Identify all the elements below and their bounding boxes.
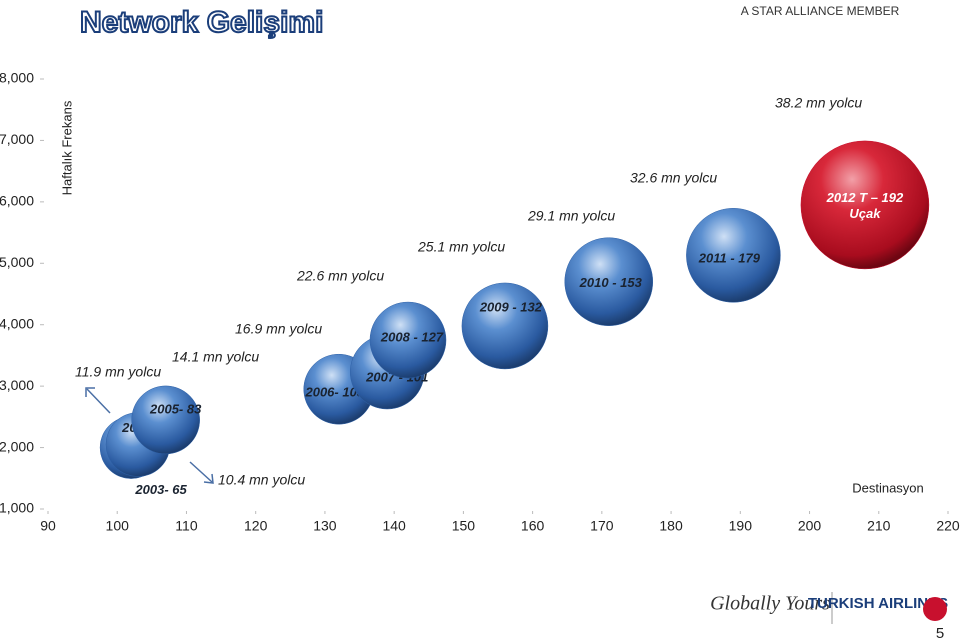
bubble-label: 2008 - 127 bbox=[380, 330, 444, 345]
bubble bbox=[564, 237, 654, 326]
y-tick-label: 2,000 bbox=[0, 438, 34, 454]
bubble-label: 2012 T – 192 Uçak bbox=[826, 190, 904, 221]
annotation: 32.6 mn yolcu bbox=[630, 170, 717, 186]
annotation: 10.4 mn yolcu bbox=[218, 472, 305, 488]
y-tick-label: 4,000 bbox=[0, 315, 34, 331]
bubble-label: 2005- 83 bbox=[149, 401, 202, 416]
alliance: A STAR ALLIANCE MEMBER bbox=[741, 4, 900, 18]
brand-logo bbox=[923, 597, 947, 621]
x-tick-label: 150 bbox=[452, 518, 476, 534]
x-tick-label: 110 bbox=[175, 518, 198, 534]
annotation: 38.2 mn yolcu bbox=[775, 95, 862, 111]
bubble bbox=[800, 140, 930, 270]
bubble-label: 2010 - 153 bbox=[579, 275, 643, 290]
bubble bbox=[461, 282, 549, 370]
arrows bbox=[85, 387, 214, 484]
x-tick-label: 120 bbox=[244, 518, 268, 534]
page-number: 5 bbox=[936, 625, 944, 640]
y-tick-label: 8,000 bbox=[0, 70, 34, 86]
x-tick-label: 90 bbox=[40, 518, 56, 534]
y-tick-label: 5,000 bbox=[0, 254, 34, 270]
bubble bbox=[131, 385, 200, 455]
x-tick-label: 160 bbox=[521, 518, 545, 534]
x-tick-label: 190 bbox=[729, 518, 753, 534]
bubble-label: 2009 - 132 bbox=[479, 299, 543, 314]
annotation: 22.6 mn yolcu bbox=[296, 268, 384, 284]
x-tick-label: 140 bbox=[382, 518, 406, 534]
x-tick-label: 200 bbox=[798, 518, 822, 534]
x-tick-label: 180 bbox=[659, 518, 683, 534]
slide-title: Network Gelişimi bbox=[80, 6, 323, 39]
annotation: 29.1 mn yolcu bbox=[527, 208, 615, 224]
x-tick-label: 220 bbox=[936, 518, 960, 534]
x-tick-label: 210 bbox=[867, 518, 891, 534]
bubble-label: 2011 - 179 bbox=[698, 251, 761, 266]
bubble bbox=[369, 301, 447, 379]
bubble bbox=[686, 208, 781, 303]
x-axis-title: Destinasyon bbox=[852, 480, 924, 495]
annotation: 11.9 mn yolcu bbox=[75, 364, 161, 380]
y-tick-label: 7,000 bbox=[0, 131, 34, 147]
brand: TURKISH AIRLINES bbox=[808, 595, 948, 612]
x-tick-label: 170 bbox=[590, 518, 614, 534]
y-axis-title: Haftalık Frekans bbox=[59, 100, 74, 195]
x-tick-label: 100 bbox=[106, 518, 130, 534]
y-tick-label: 3,000 bbox=[0, 377, 34, 393]
y-tick-label: 1,000 bbox=[0, 500, 34, 516]
bubble-label: 2006- 103 bbox=[304, 385, 364, 400]
x-tick-label: 130 bbox=[313, 518, 337, 534]
annotation: 14.1 mn yolcu bbox=[172, 349, 259, 365]
annotation: 16.9 mn yolcu bbox=[235, 321, 322, 337]
y-tick-label: 6,000 bbox=[0, 193, 34, 209]
slogan: Globally Yours bbox=[710, 593, 830, 615]
annotation: 25.1 mn yolcu bbox=[417, 239, 505, 255]
bubble-label: 2003- 65 bbox=[134, 482, 187, 497]
